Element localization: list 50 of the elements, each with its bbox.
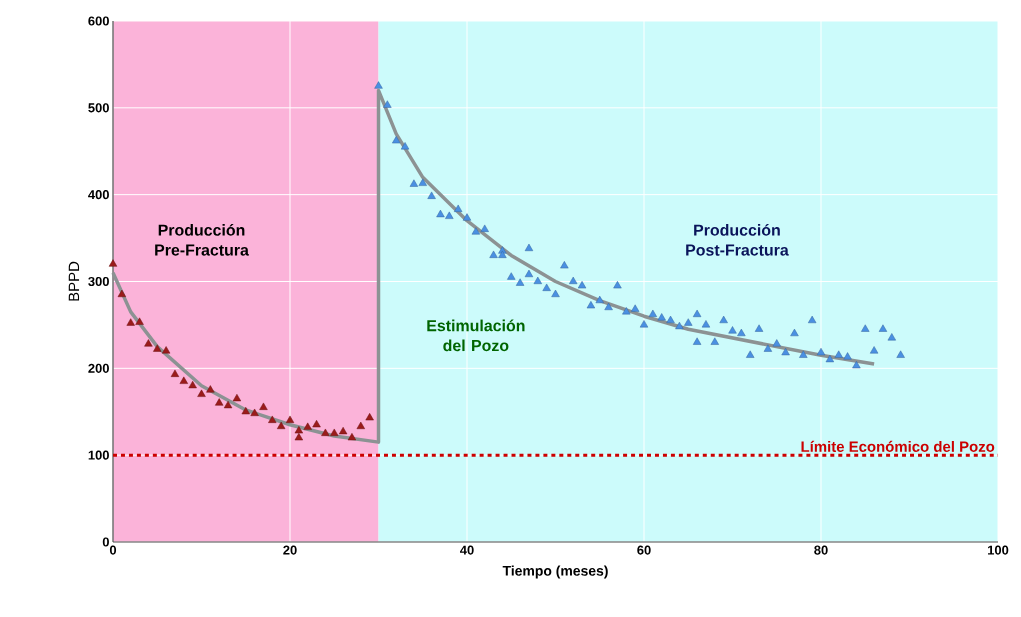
y-tick-label: 400 — [88, 190, 109, 200]
point — [206, 385, 215, 393]
point — [197, 389, 206, 397]
y-tick-label: 300 — [88, 276, 109, 287]
point — [153, 344, 162, 352]
point — [312, 420, 321, 428]
y-axis-title: BPPD — [68, 261, 80, 301]
point — [250, 408, 259, 416]
point — [117, 289, 127, 298]
point — [144, 339, 153, 347]
ref-line-label: Límite Económico del Pozo — [801, 440, 995, 452]
x-axis-title: Tiempo (meses) — [502, 565, 608, 579]
point — [241, 406, 250, 415]
point — [179, 376, 188, 384]
point — [215, 398, 224, 406]
point — [126, 318, 135, 326]
point — [365, 413, 374, 421]
point — [294, 433, 304, 441]
point — [321, 428, 330, 436]
x-tick-label: 20 — [283, 545, 297, 555]
point — [259, 402, 268, 410]
point — [338, 426, 348, 435]
point — [135, 317, 144, 325]
x-tick-label: 100 — [988, 545, 1009, 555]
x-tick-label: 0 — [109, 545, 117, 555]
x-tick-label: 80 — [814, 545, 828, 555]
x-tick-label: 60 — [637, 545, 651, 555]
point — [277, 421, 286, 429]
point — [223, 400, 233, 409]
annotation: Estimulación del Pozo — [427, 319, 525, 352]
point — [303, 422, 312, 430]
point — [188, 380, 197, 389]
point — [356, 421, 365, 429]
y-tick-label: 200 — [88, 363, 109, 373]
annotation: Producción Post-Fractura — [686, 223, 789, 256]
y-tick-label: 500 — [88, 103, 109, 113]
point — [161, 346, 171, 354]
point — [108, 259, 118, 267]
y-tick-label: 600 — [88, 16, 109, 26]
annotation: Producción Pre-Fractura — [155, 223, 249, 256]
x-tick-label: 40 — [460, 545, 474, 555]
y-tick-label: 100 — [88, 450, 109, 460]
point — [232, 393, 242, 402]
point — [268, 415, 277, 423]
y-tick-label: 0 — [102, 537, 109, 547]
point — [285, 415, 295, 423]
point — [170, 369, 180, 377]
point — [347, 433, 357, 441]
point — [330, 428, 339, 436]
point — [294, 426, 304, 434]
